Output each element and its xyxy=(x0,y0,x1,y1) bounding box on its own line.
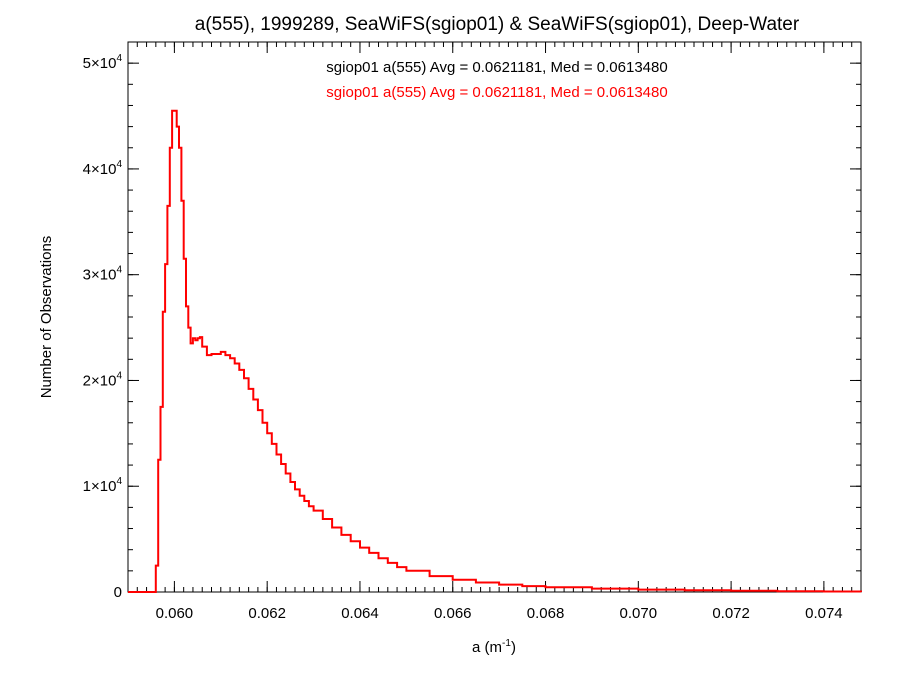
x-axis-label-text: a (m xyxy=(472,639,502,656)
x-axis-label: a (m-1) xyxy=(472,638,516,656)
annotation-black: sgiop01 a(555) Avg = 0.0621181, Med = 0.… xyxy=(326,59,667,76)
plot-frame xyxy=(127,41,862,593)
x-tick-label: 0.074 xyxy=(805,605,843,622)
y-axis-label: Number of Observations xyxy=(38,236,55,399)
x-tick-label: 0.062 xyxy=(248,605,286,622)
y-tick-label: 4×104 xyxy=(83,159,123,178)
y-tick-label: 0 xyxy=(114,584,122,601)
y-tick-label: 3×104 xyxy=(83,265,123,284)
y-axis-ticks: 0 1×104 2×104 3×104 4×104 5×104 xyxy=(83,41,861,601)
series-layer xyxy=(128,109,862,593)
x-tick-label: 0.068 xyxy=(527,605,565,622)
x-tick-label: 0.070 xyxy=(620,605,658,622)
annotation-red: sgiop01 a(555) Avg = 0.0621181, Med = 0.… xyxy=(326,84,667,101)
x-tick-label: 0.060 xyxy=(156,605,194,622)
y-tick-label: 5×104 xyxy=(83,53,123,72)
chart-title: a(555), 1999289, SeaWiFS(sgiop01) & SeaW… xyxy=(195,14,800,35)
y-tick-label: 1×104 xyxy=(83,476,123,495)
x-axis-ticks: 0.060 0.062 0.064 0.066 0.068 0.070 0.072 0.074 xyxy=(127,42,862,622)
x-tick-label: 0.072 xyxy=(712,605,750,622)
x-tick-label: 0.066 xyxy=(434,605,472,622)
x-axis-label-close: ) xyxy=(511,639,516,656)
plot-area: 0.060 0.062 0.064 0.066 0.068 0.070 0.072 0.074… xyxy=(83,41,862,622)
x-tick-label: 0.064 xyxy=(341,605,379,622)
series-line xyxy=(128,109,862,593)
y-tick-label: 2×104 xyxy=(83,370,123,389)
x-axis-label-sup: -1 xyxy=(502,638,511,649)
